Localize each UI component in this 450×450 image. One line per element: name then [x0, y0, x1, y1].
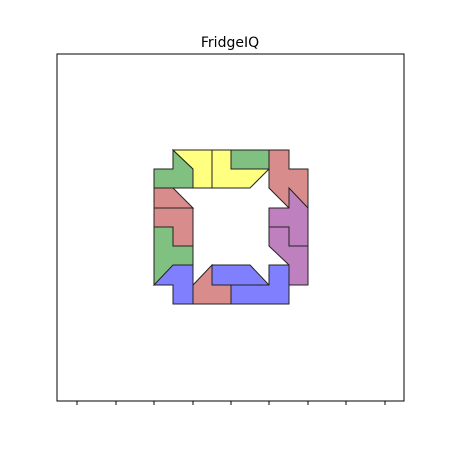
puzzle-piece-blue-bottom-middle[interactable]	[211, 264, 271, 286]
puzzle-piece-blue-bottom-right[interactable]	[230, 264, 290, 305]
figure-title: FridgeIQ	[201, 35, 259, 51]
board-ticks	[76, 401, 386, 405]
puzzle-piece-green-top-right[interactable]	[230, 149, 270, 170]
puzzle-piece-purple-right-lower[interactable]	[268, 226, 309, 286]
puzzle-piece-yellow-top-left[interactable]	[171, 149, 213, 189]
puzzle-piece-red-top-right[interactable]	[268, 149, 309, 209]
puzzle-piece-red-left-upper[interactable]	[153, 187, 195, 209]
puzzle-pieces	[152, 148, 309, 305]
board-frame	[56, 53, 405, 402]
